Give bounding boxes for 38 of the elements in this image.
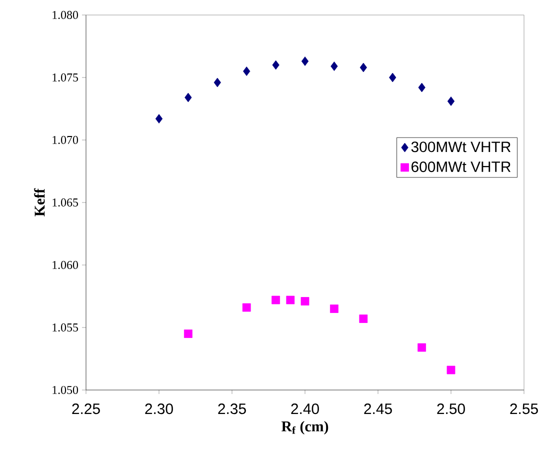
point: [155, 114, 163, 124]
y-tick-label: 1.080: [52, 10, 78, 20]
y-tick-label: 1.050: [52, 386, 78, 394]
x-tick-label: 2.55: [510, 404, 538, 414]
y-tick-label: 1.075: [52, 73, 78, 82]
y-tick-label: 1.055: [52, 323, 78, 332]
point: [300, 297, 310, 306]
point: [330, 304, 338, 313]
x-tick-label: 2.50: [437, 404, 465, 414]
point: [272, 296, 280, 304]
point: [301, 56, 309, 66]
point: [214, 78, 221, 88]
point: [330, 62, 338, 71]
point: [272, 60, 280, 70]
point: [184, 330, 192, 338]
x-axis-title: R$_{f}$ (cm): [281, 420, 328, 434]
y-tick-label: 1.060: [52, 260, 78, 270]
point: [418, 343, 426, 352]
y-axis-title: Keff: [34, 188, 45, 216]
point: [389, 72, 396, 82]
point: [242, 303, 251, 312]
x-tick-label: 2.40: [291, 404, 319, 414]
legend-label: 600MWt VHTR: [412, 161, 511, 172]
y-tick-label: 1.070: [52, 136, 78, 144]
point: [418, 82, 426, 92]
x-tick-label: 2.25: [72, 404, 100, 414]
x-tick-label: 2.30: [145, 404, 173, 414]
point: [286, 296, 295, 304]
point: [184, 92, 192, 102]
point: [360, 62, 367, 72]
point: [447, 96, 455, 106]
x-tick-label: 2.45: [364, 404, 392, 414]
x-tick-label: 2.35: [218, 404, 246, 414]
y-tick-label: 1.065: [52, 198, 78, 207]
legend-label: 300MWt VHTR: [411, 142, 511, 152]
point: [243, 66, 250, 76]
point: [446, 366, 456, 374]
point: [359, 314, 368, 323]
